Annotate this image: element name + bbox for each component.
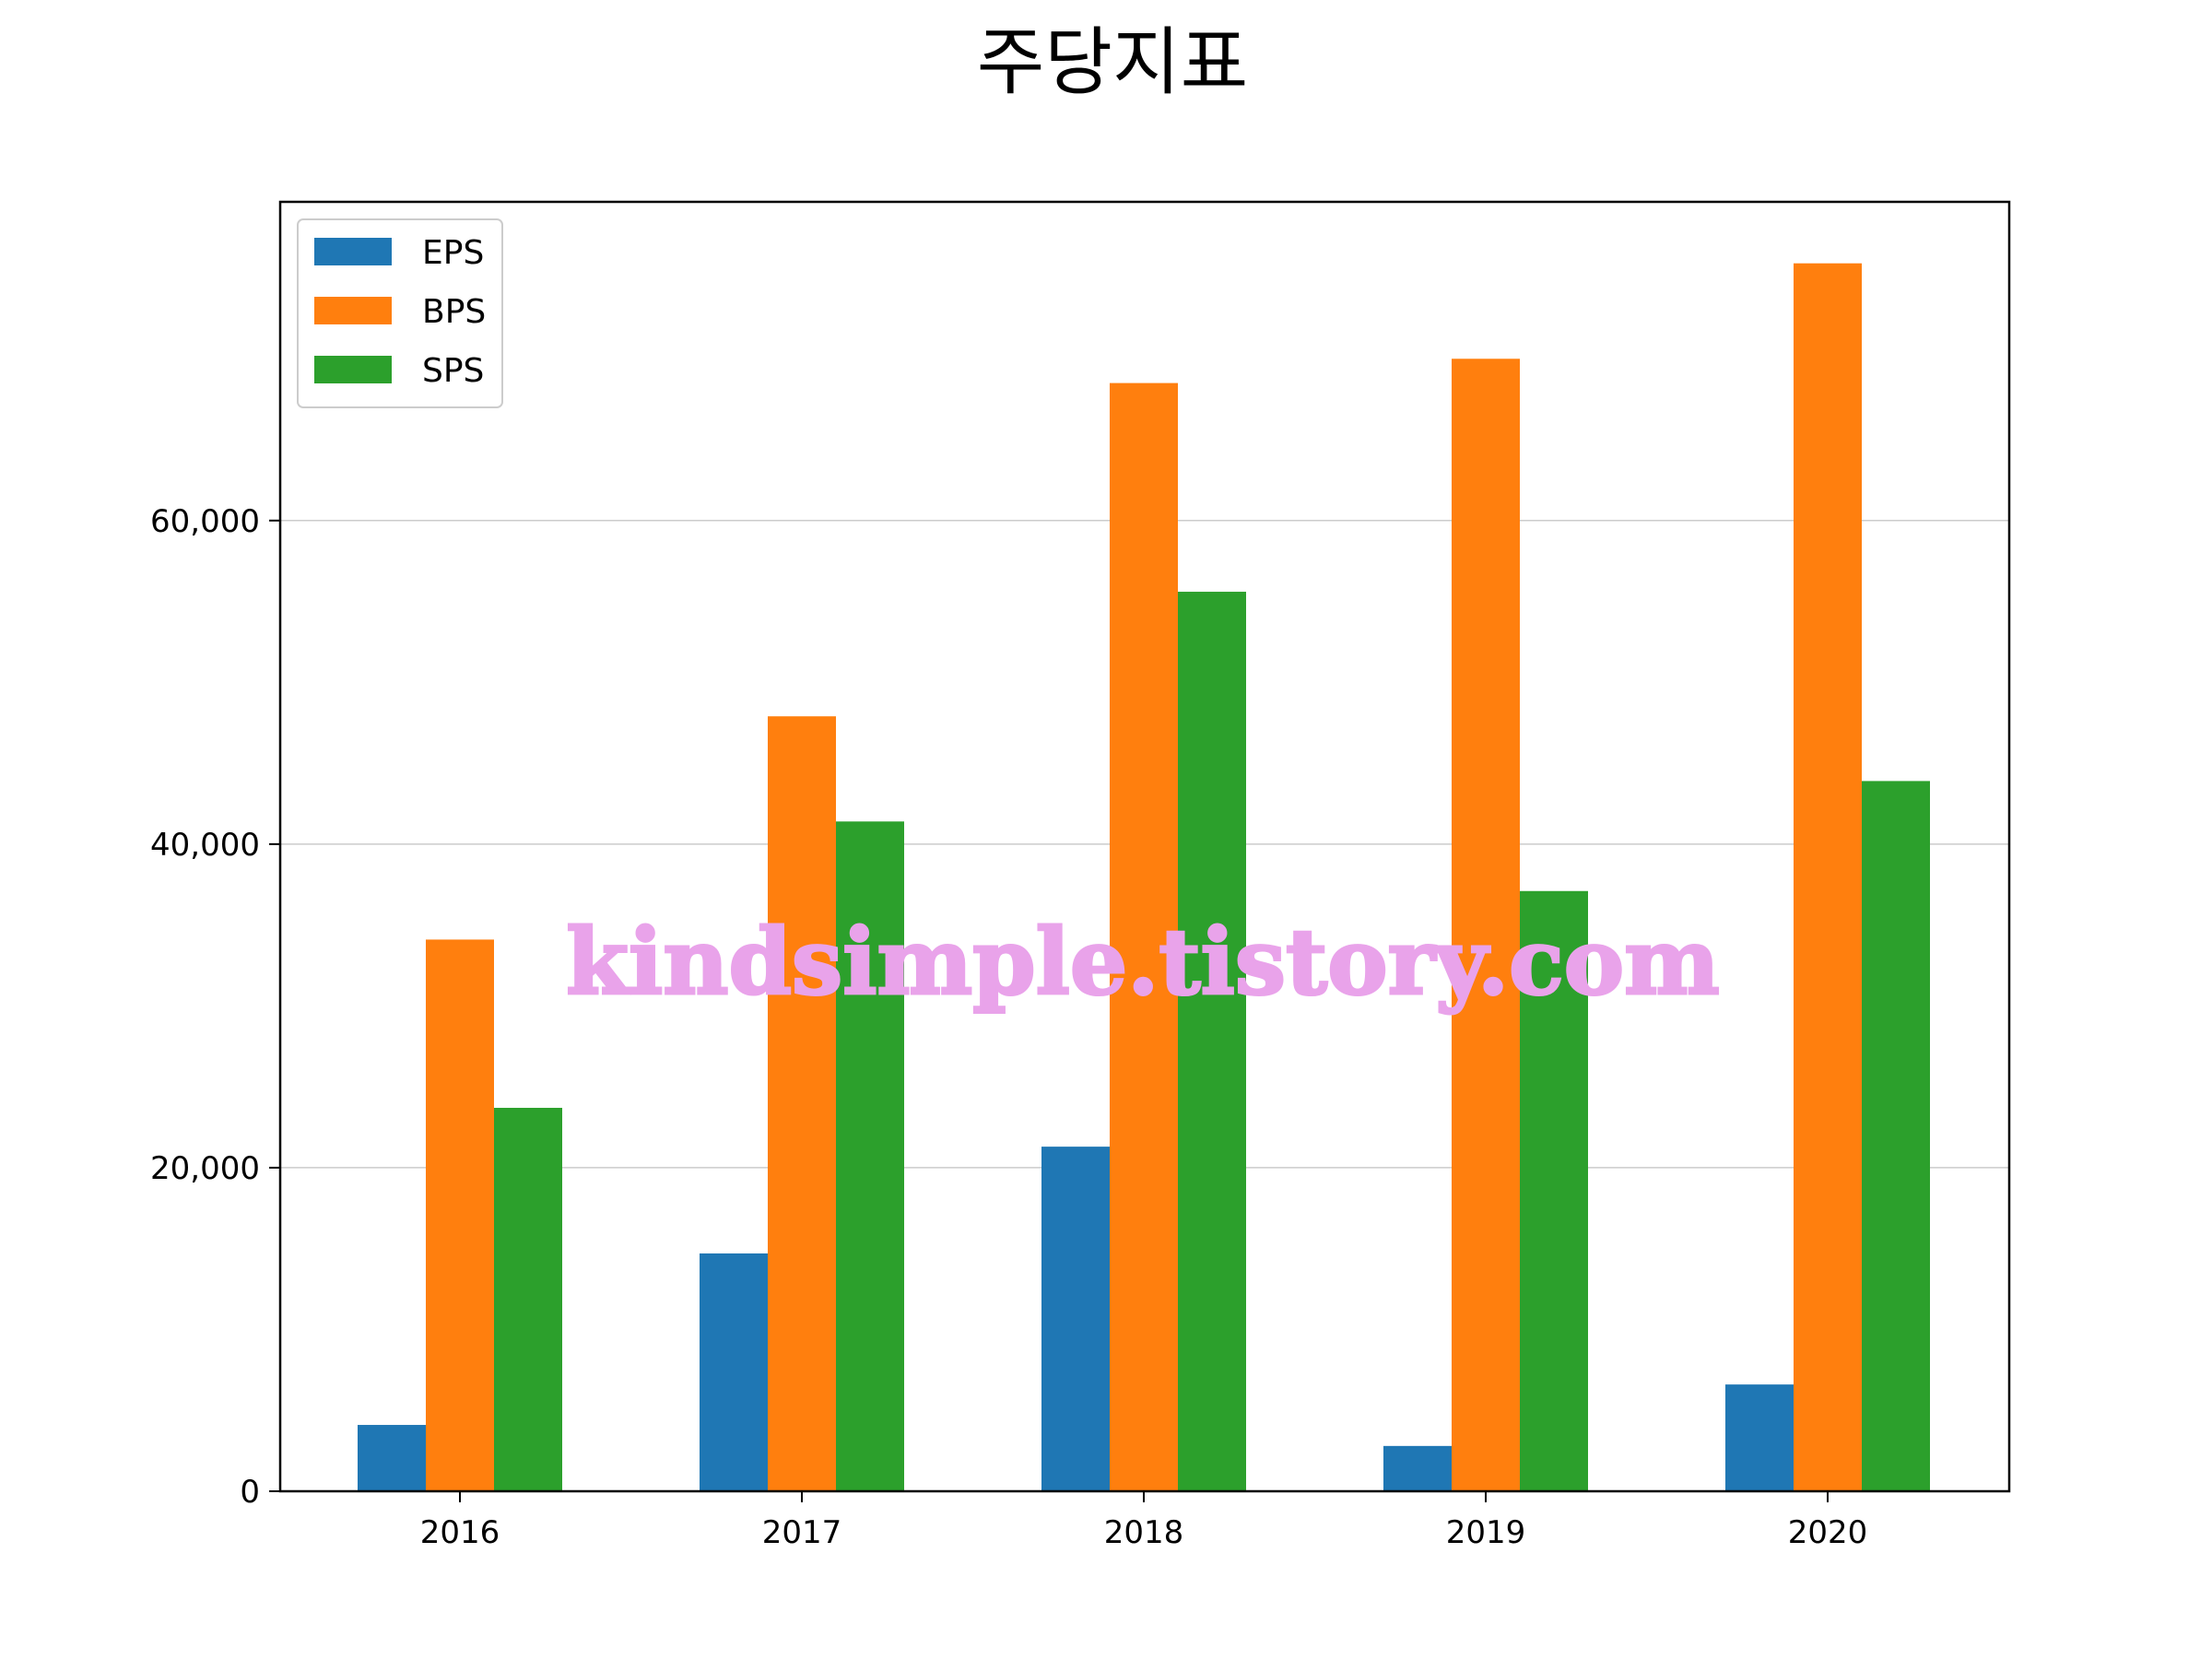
bar-bps-2018 (1110, 382, 1178, 1492)
bar-bps-2017 (768, 716, 836, 1491)
bar-sps-2017 (836, 821, 904, 1491)
bar-eps-2017 (700, 1253, 768, 1491)
bar-eps-2019 (1383, 1445, 1452, 1491)
legend-label-eps: EPS (422, 234, 484, 272)
y-tick-label: 0 (240, 1474, 260, 1511)
bar-bps-2016 (426, 939, 494, 1491)
y-axis: 0 20,000 40,000 60,000 (150, 503, 280, 1511)
x-tick-label: 2018 (1104, 1514, 1184, 1551)
legend-label-bps: BPS (422, 293, 486, 331)
bar-bps-2019 (1452, 359, 1520, 1492)
bar-eps-2016 (358, 1425, 426, 1491)
bar-sps-2019 (1520, 890, 1588, 1491)
bars (358, 263, 1930, 1492)
x-tick-label: 2020 (1788, 1514, 1868, 1551)
bar-sps-2016 (494, 1107, 562, 1491)
bar-bps-2020 (1794, 263, 1862, 1491)
bar-sps-2020 (1862, 781, 1930, 1491)
bar-eps-2018 (1041, 1147, 1110, 1491)
x-tick-label: 2019 (1446, 1514, 1526, 1551)
x-tick-label: 2016 (420, 1514, 500, 1551)
watermark-text: kindsimple.tistory.com (566, 910, 1720, 1016)
y-tick-label: 20,000 (150, 1150, 260, 1187)
y-tick-label: 40,000 (150, 827, 260, 864)
legend-swatch-bps (314, 297, 392, 324)
bar-eps-2020 (1725, 1384, 1794, 1491)
chart-title: 주당지표 (977, 19, 1248, 105)
y-tick-label: 60,000 (150, 503, 260, 540)
bar-sps-2018 (1178, 592, 1246, 1491)
x-axis: 2016 2017 2018 2019 2020 (420, 1491, 1868, 1551)
legend: EPS BPS SPS (297, 218, 503, 408)
legend-swatch-sps (314, 356, 392, 383)
legend-label-sps: SPS (422, 352, 484, 390)
x-tick-label: 2017 (762, 1514, 842, 1551)
legend-swatch-eps (314, 238, 392, 265)
